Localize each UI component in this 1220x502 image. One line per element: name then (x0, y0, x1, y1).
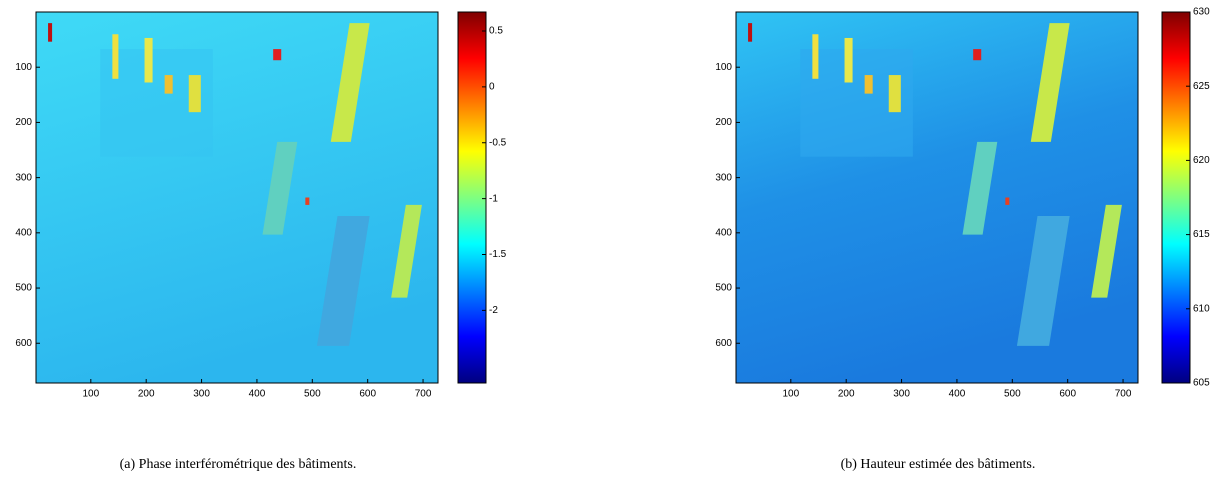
colorbar (1161, 11, 1191, 384)
image-patch (273, 49, 282, 61)
y-tick-label: 200 (15, 117, 32, 128)
colorbar-tick-label: -1.5 (489, 249, 507, 260)
image-patch (1091, 204, 1122, 298)
colorbar-tick-label: 610 (1193, 303, 1210, 314)
x-tick-label: 200 (138, 389, 155, 400)
image-patch (48, 23, 53, 42)
x-tick-label: 600 (359, 389, 376, 400)
colorbar-tick-label: 605 (1193, 378, 1210, 389)
x-tick-label: 100 (782, 389, 799, 400)
x-tick-label: 500 (304, 389, 321, 400)
image-area (36, 12, 438, 383)
image-patch (844, 37, 853, 83)
x-tick-label: 300 (193, 389, 210, 400)
y-tick-label: 400 (15, 227, 32, 238)
image-patch (262, 141, 298, 235)
y-tick-label: 100 (15, 62, 32, 73)
x-tick-label: 300 (893, 389, 910, 400)
colorbar-tick-label: -1 (489, 193, 498, 204)
colorbar-tick-label: -0.5 (489, 137, 507, 148)
image-patch (316, 216, 370, 346)
caption: (b) Hauteur estimée des bâtiments. (841, 457, 1036, 472)
image-patch (188, 75, 201, 113)
image-patch (112, 34, 119, 79)
x-tick-label: 700 (1115, 389, 1132, 400)
colorbar-tick-label: 620 (1193, 155, 1210, 166)
y-tick-label: 200 (715, 117, 732, 128)
y-tick-label: 300 (715, 172, 732, 183)
image-patch (1005, 197, 1010, 205)
y-tick-label: 100 (715, 62, 732, 73)
caption: (a) Phase interférométrique des bâtiment… (120, 457, 357, 472)
colorbar-tick-label: 0 (489, 82, 495, 93)
x-tick-label: 100 (82, 389, 99, 400)
y-tick-label: 500 (15, 283, 32, 294)
plot-frame (35, 11, 439, 384)
y-tick-label: 600 (715, 338, 732, 349)
colorbar-tick-label: 0.5 (489, 26, 503, 37)
image-patch (391, 204, 422, 298)
x-tick-label: 200 (838, 389, 855, 400)
image-patch (164, 75, 173, 94)
x-tick-label: 700 (415, 389, 432, 400)
x-tick-label: 400 (949, 389, 966, 400)
colorbar-tick-label: 630 (1193, 7, 1210, 18)
plot-frame (735, 11, 1139, 384)
image-patch (144, 37, 153, 83)
image-patch (1030, 23, 1070, 142)
x-tick-label: 400 (249, 389, 266, 400)
image-patch (962, 141, 998, 235)
colorbar-tick-label: 615 (1193, 229, 1210, 240)
image-patch (330, 23, 370, 142)
image-patch (748, 23, 753, 42)
x-tick-label: 500 (1004, 389, 1021, 400)
image-patch (864, 75, 873, 94)
colorbar (457, 11, 487, 384)
image-patch (305, 197, 310, 205)
image-patch (973, 49, 982, 61)
image-patch (1016, 216, 1070, 346)
y-tick-label: 400 (715, 227, 732, 238)
y-tick-label: 300 (15, 172, 32, 183)
y-tick-label: 500 (715, 283, 732, 294)
image-patch (888, 75, 901, 113)
y-tick-label: 600 (15, 338, 32, 349)
colorbar-tick-label: -2 (489, 305, 498, 316)
image-area (736, 12, 1138, 383)
x-tick-label: 600 (1059, 389, 1076, 400)
colorbar-tick-label: 625 (1193, 81, 1210, 92)
image-patch (812, 34, 819, 79)
